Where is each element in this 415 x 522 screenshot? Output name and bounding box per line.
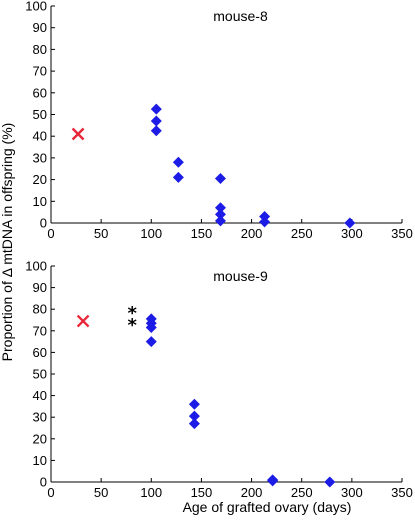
data-point-diamond <box>344 217 356 229</box>
x-tick-label: 100 <box>140 226 162 241</box>
x-tick-label: 250 <box>291 226 313 241</box>
y-tick-label: 20 <box>33 431 47 446</box>
data-point-cross <box>71 127 85 141</box>
y-tick-label: 80 <box>33 42 47 57</box>
x-tick-label: 100 <box>140 485 162 500</box>
data-point-diamond <box>259 216 271 228</box>
y-tick-label: 70 <box>33 64 47 79</box>
x-tick-label: 350 <box>391 485 413 500</box>
x-tick-label: 50 <box>94 485 108 500</box>
x-tick-label: 150 <box>191 226 213 241</box>
data-point-diamond <box>188 410 200 422</box>
y-tick-label: 50 <box>33 107 47 122</box>
x-tick-label: 300 <box>341 226 363 241</box>
y-tick-label: 30 <box>33 150 47 165</box>
y-tick-label: 20 <box>33 172 47 187</box>
y-tick-label: 60 <box>33 345 47 360</box>
data-point-diamond <box>145 336 157 348</box>
x-tick-label: 250 <box>291 485 313 500</box>
data-point-diamond <box>214 173 226 185</box>
chart-panel-1: 0 10 20 30 40 50 60 70 80 90 100 0 50 100 150 200 250 300… <box>25 0 413 241</box>
x-tick-label: 0 <box>47 226 54 241</box>
data-point-diamond <box>172 171 184 183</box>
data-point-diamond <box>214 208 226 220</box>
y-tick-label: 80 <box>33 302 47 317</box>
y-tick-label: 10 <box>33 194 47 209</box>
significance-star: * <box>128 315 138 336</box>
y-tick-label: 90 <box>33 280 47 295</box>
y-tick-label: 100 <box>25 0 47 14</box>
data-point-diamond <box>324 476 336 488</box>
y-tick-label: 10 <box>33 453 47 468</box>
data-point-diamond <box>214 202 226 214</box>
y-tick-label: 0 <box>40 216 47 231</box>
data-point-diamond <box>150 103 162 115</box>
y-tick-label: 90 <box>33 20 47 35</box>
x-tick-label: 0 <box>47 485 54 500</box>
panel-title: mouse-9 <box>213 268 268 284</box>
y-tick-label: 50 <box>33 367 47 382</box>
data-point-diamond <box>214 215 226 227</box>
data-point-diamond <box>267 475 279 487</box>
x-tick-label: 200 <box>241 226 263 241</box>
panel-title: mouse-8 <box>213 8 268 24</box>
significance-star: * <box>128 303 138 324</box>
y-tick-label: 0 <box>40 475 47 490</box>
y-tick-label: 30 <box>33 410 47 425</box>
x-tick-label: 50 <box>94 226 108 241</box>
data-point-diamond <box>172 156 184 168</box>
x-tick-label: 200 <box>241 485 263 500</box>
data-point-diamond <box>188 398 200 410</box>
data-point-cross <box>76 314 90 328</box>
y-tick-label: 60 <box>33 85 47 100</box>
y-axis-title: Proportion of Δ mtDNA in offspring (%) <box>0 123 15 362</box>
x-tick-label: 350 <box>391 226 413 241</box>
y-tick-label: 40 <box>33 388 47 403</box>
y-tick-label: 40 <box>33 129 47 144</box>
data-point-diamond <box>150 115 162 127</box>
x-tick-label: 300 <box>341 485 363 500</box>
data-point-diamond <box>188 418 200 430</box>
data-point-diamond <box>145 322 157 334</box>
data-point-diamond <box>150 125 162 137</box>
y-tick-label: 100 <box>25 259 47 274</box>
y-tick-label: 70 <box>33 323 47 338</box>
x-tick-label: 150 <box>191 485 213 500</box>
x-axis-title: Age of grafted ovary (days) <box>183 499 352 515</box>
chart-panel-2: 0 10 20 30 40 50 60 70 80 90 100 0 50 100 150 200 250 300… <box>25 259 413 501</box>
